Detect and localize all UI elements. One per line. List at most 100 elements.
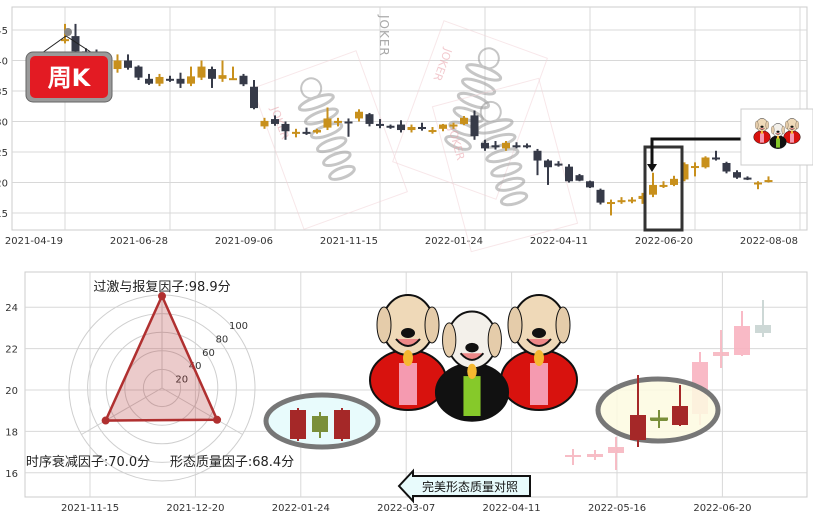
candle-body [113,60,122,70]
candle-body [365,114,374,124]
dog-nose [401,328,415,338]
joker-stripe [460,77,497,96]
candle [449,122,458,129]
radar-label-shape: 形态质量因子:68.4分 [170,455,294,470]
candle [418,122,426,131]
y-tick-label: 16 [5,469,18,480]
dog-ear [795,120,799,130]
radar-tick-label: 100 [229,321,248,332]
candle [302,127,311,135]
radar-label-revenge: 过激与报复因子:98.9分 [93,280,230,295]
candle-body [260,120,269,127]
candle [166,75,174,82]
candle [334,117,342,127]
candle-body [638,195,647,199]
candle-body [229,78,237,81]
candle [145,73,153,85]
radar-area [103,292,220,422]
joker-stripe [456,91,491,110]
faded-candle [565,449,581,465]
candle [565,164,573,183]
candle-body [764,180,773,183]
candle-body [533,150,542,161]
candle-icon [399,363,417,405]
candle [670,175,678,187]
x-tick-label: 2022-04-11 [483,503,541,514]
candle-body [713,352,729,356]
joker-stripe [322,150,352,168]
candle [460,116,468,126]
candle [124,54,132,70]
faded-candle [713,330,729,368]
candle [502,141,510,151]
x-tick-label: 2022-01-24 [425,236,483,247]
candle-body [565,455,581,457]
candle-icon [760,133,764,143]
candle [281,121,290,140]
joker-stripe [490,162,523,178]
candle-body [628,199,636,202]
candle-body [334,120,342,123]
dog-ear [487,322,502,358]
current-pattern-ellipse [595,375,721,447]
candle-body [439,124,447,129]
flame-icon [790,130,794,135]
joker-stripe [495,176,526,192]
joker-stripe [444,134,472,151]
candle-body [596,189,605,203]
badge-label: 周K [48,64,92,92]
dog-ear [555,306,571,344]
joker-head [479,100,502,123]
candle-body [61,39,69,42]
candle-icon [776,138,780,148]
joker-stripe [499,191,529,207]
candle-body [733,172,741,178]
candle-body [344,121,353,124]
flame-icon [534,350,544,366]
candle-body [292,131,300,134]
dog-mouth [759,127,765,130]
y-tick-label: 25 [0,148,8,159]
y-tick-label: 22 [5,345,18,356]
candle-body [271,119,279,124]
y-tick-label: 15 [0,209,8,220]
x-tick-label: 2021-04-19 [5,236,63,247]
candle [271,115,279,126]
candle-body [428,130,437,133]
candle-body [575,175,584,181]
joker-stripe [303,107,340,126]
dog-ear [765,120,769,130]
candle-body [659,184,668,187]
candle-body [722,162,731,172]
candle-body [565,166,573,182]
candle [628,197,636,204]
faded-candle [587,450,603,460]
flame-icon [467,363,477,379]
radar-tick-label: 80 [216,334,229,345]
candle-body [502,142,510,149]
flame-icon [403,350,413,366]
dog-mouth [395,338,421,347]
badge-bg [30,56,108,98]
perfect-pattern-callout: 完美形态质量对照 [397,468,531,504]
radar-axis [81,387,163,435]
radar-axis [161,387,243,435]
top-plot-area [11,6,808,231]
candle [481,139,489,151]
candle [197,60,206,81]
candle [470,110,479,140]
weekly-k-badge: 周K [25,51,113,103]
dog-ear [424,306,440,344]
candle [365,112,374,127]
candle-body [145,78,153,84]
candle [712,150,720,161]
joker-head [477,47,500,70]
candle-body [197,66,206,78]
candle-body [386,125,395,128]
candle-body [587,454,603,457]
x-tick-label: 2022-06-20 [635,236,693,247]
dog-icon [769,123,787,149]
candle-body [355,111,363,119]
radar-compare-chart: 16 18 20 22 24 2021-11-15 2021-12-20 2022-01-24… [5,271,808,514]
candle [292,128,300,138]
